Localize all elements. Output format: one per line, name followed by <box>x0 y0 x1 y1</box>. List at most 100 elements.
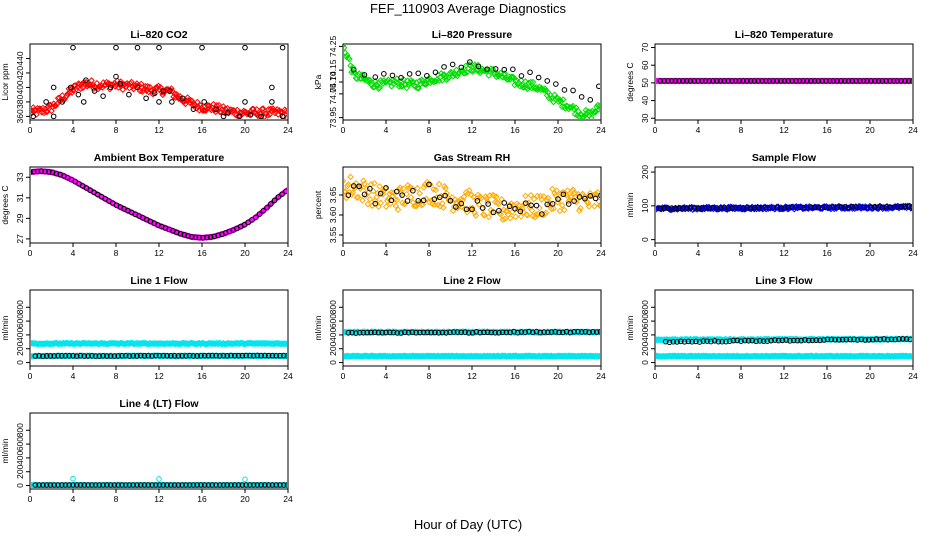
data-point <box>245 219 252 226</box>
data-point <box>34 168 41 175</box>
data-point <box>550 205 557 212</box>
data-point <box>573 196 581 203</box>
data-point <box>368 202 376 209</box>
data-point <box>349 64 357 71</box>
data-point <box>250 352 257 359</box>
data-point <box>258 105 266 113</box>
data-point <box>529 329 536 336</box>
data-point <box>526 328 532 335</box>
data-point <box>753 338 759 345</box>
data-point <box>759 205 765 211</box>
data-point <box>503 207 511 215</box>
data-point <box>235 482 242 488</box>
data-point <box>879 204 886 211</box>
data-point <box>584 199 592 207</box>
data-point <box>91 88 98 94</box>
panel-title: Gas Stream RH <box>434 152 510 164</box>
data-point <box>345 192 352 198</box>
x-tick-label: 20 <box>553 125 563 135</box>
data-point <box>702 205 709 211</box>
data-point <box>909 204 912 210</box>
x-tick-label: 24 <box>908 371 918 381</box>
data-point <box>553 187 561 195</box>
data-point <box>200 106 208 114</box>
data-point <box>55 482 61 488</box>
data-point <box>398 330 404 336</box>
x-tick-label: 4 <box>71 125 76 135</box>
data-point <box>85 482 91 488</box>
data-point <box>398 74 404 81</box>
data-point <box>70 45 76 51</box>
data-point <box>356 183 362 190</box>
data-point <box>548 205 555 213</box>
data-point <box>567 329 574 336</box>
data-point <box>376 183 384 190</box>
data-point <box>560 329 566 336</box>
data-point <box>512 205 518 212</box>
data-point <box>541 85 549 92</box>
x-tick-label: 20 <box>240 125 250 135</box>
data-point <box>751 205 758 211</box>
data-point <box>441 71 448 78</box>
data-point <box>111 353 118 359</box>
data-point <box>815 78 822 84</box>
data-point <box>247 352 253 359</box>
data-point <box>567 193 575 201</box>
data-point <box>862 337 868 343</box>
data-point <box>443 330 450 336</box>
y-axis-label: degrees C <box>625 62 635 101</box>
data-point <box>678 338 684 345</box>
data-point <box>657 205 664 212</box>
x-tick-label: 16 <box>822 125 832 135</box>
data-point <box>406 71 413 77</box>
data-point <box>179 95 186 102</box>
data-point <box>107 84 114 91</box>
data-point <box>368 329 374 336</box>
data-point <box>755 204 762 211</box>
data-point <box>909 78 912 84</box>
x-tick-label: 0 <box>341 371 346 381</box>
data-point <box>48 107 55 115</box>
data-point <box>38 352 46 360</box>
data-point <box>751 78 758 84</box>
data-point <box>770 205 777 211</box>
data-point <box>372 78 379 85</box>
data-point <box>199 45 205 51</box>
data-point <box>175 482 182 488</box>
data-point <box>119 352 125 359</box>
data-point <box>723 338 729 345</box>
data-point <box>361 72 368 78</box>
data-point <box>213 106 219 112</box>
data-point <box>440 204 447 211</box>
data-point <box>250 482 257 488</box>
x-tick-label: 24 <box>283 248 293 258</box>
data-point <box>905 78 912 84</box>
data-point <box>591 108 598 116</box>
data-point <box>273 352 279 359</box>
data-point <box>820 337 827 343</box>
data-point <box>508 73 515 81</box>
data-point <box>575 328 581 335</box>
data-point <box>815 204 822 211</box>
data-point <box>552 329 559 335</box>
data-point <box>49 169 56 176</box>
data-point <box>70 353 76 359</box>
data-point <box>361 180 368 188</box>
data-point <box>264 204 270 211</box>
data-point <box>872 204 878 210</box>
series-2 <box>344 352 600 360</box>
data-point <box>442 192 448 199</box>
data-point <box>430 186 437 193</box>
data-point <box>567 104 575 111</box>
data-point <box>898 204 904 210</box>
data-point <box>409 329 416 335</box>
x-tick-label: 8 <box>114 125 119 135</box>
data-point <box>190 353 197 359</box>
y-tick-label: 74.25 <box>328 35 338 57</box>
data-point <box>805 337 812 344</box>
series-2 <box>31 45 286 119</box>
data-point <box>83 77 89 83</box>
data-point <box>663 353 671 360</box>
x-tick-label: 20 <box>240 494 250 504</box>
data-point <box>811 78 818 84</box>
